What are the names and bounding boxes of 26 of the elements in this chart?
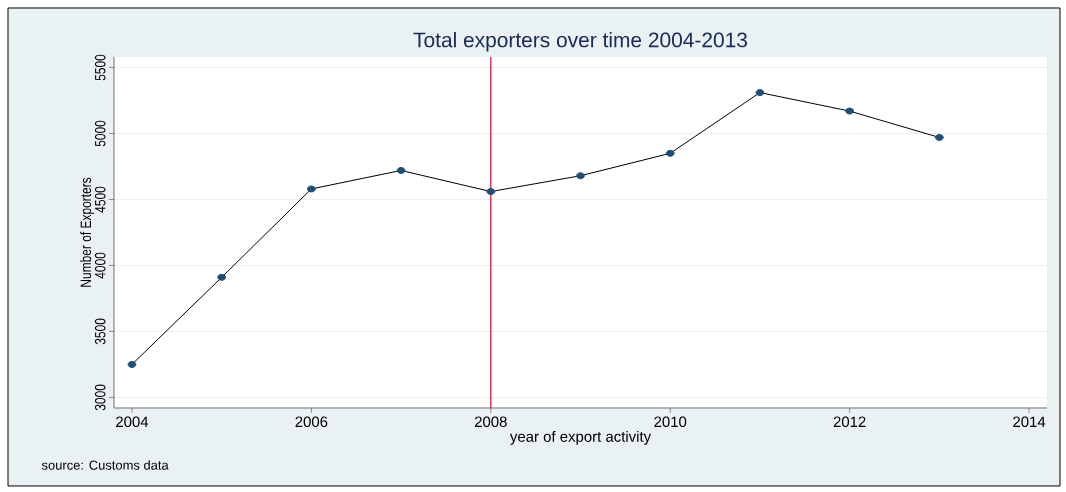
y-tick-label: 3500 [94, 318, 106, 345]
x-tick-label: 2004 [116, 416, 149, 428]
point [396, 166, 406, 174]
y-tick-label: 4000 [94, 252, 106, 279]
x-tick-label: 2014 [1013, 416, 1046, 428]
y-tick-label: 5500 [94, 54, 106, 81]
x-tick-label: 2012 [833, 416, 866, 428]
point [486, 188, 496, 196]
point [845, 107, 855, 115]
x-axis-title: year of export activity [509, 430, 652, 445]
chart-title: Total exporters over time 2004-2013 [413, 31, 747, 52]
point [665, 149, 675, 157]
point [127, 360, 137, 368]
point [576, 172, 585, 180]
y-axis-title: Number of Exporters [80, 177, 95, 287]
x-tick-label: 2008 [474, 416, 507, 428]
x-tick-label: 2006 [295, 416, 328, 428]
x-tick-label: 2010 [654, 416, 687, 428]
point [306, 185, 316, 193]
y-tick-label: 4500 [94, 186, 106, 213]
y-tick-label: 3000 [94, 384, 106, 411]
y-tick-label: 5000 [94, 120, 106, 147]
point [934, 133, 944, 141]
source-note: source: Customs data [41, 460, 169, 470]
point [755, 89, 765, 97]
point [217, 273, 227, 281]
